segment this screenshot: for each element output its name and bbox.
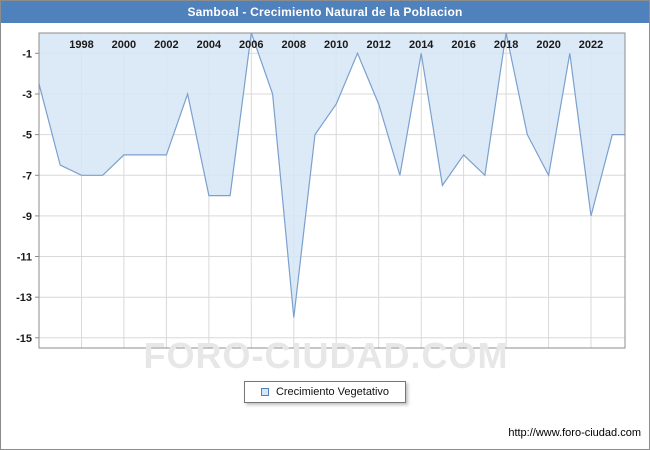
chart-area: -1 -3 -5 -7 -9 -11 -13 -15 1998 2000 2002 2004 2006 2… — [1, 23, 649, 379]
chart-title: Samboal - Crecimiento Natural de la Pobl… — [187, 5, 463, 19]
x-tick-label: 2020 — [536, 39, 560, 51]
legend: Crecimiento Vegetativo — [243, 381, 407, 403]
y-tick-label: -15 — [16, 333, 32, 345]
x-tick-label: 2000 — [112, 39, 136, 51]
chart-title-bar: Samboal - Crecimiento Natural de la Pobl… — [1, 1, 649, 23]
data-line — [38, 32, 625, 318]
footer-url: http://www.foro-ciudad.com — [508, 427, 641, 439]
x-tick-label: 2008 — [282, 39, 306, 51]
x-tick-label: 2022 — [579, 39, 603, 51]
x-tick-label: 2018 — [494, 39, 518, 51]
y-tick-label: -13 — [16, 292, 32, 304]
x-tick-label: 2016 — [451, 39, 475, 51]
x-tick-label: 1998 — [69, 39, 93, 51]
y-tick-label: -7 — [22, 170, 32, 182]
y-tick-label: -1 — [22, 48, 32, 60]
y-tick-label: -3 — [22, 89, 32, 101]
area-chart: -1 -3 -5 -7 -9 -11 -13 -15 1998 2000 2002 2004 2006 2… — [16, 32, 626, 349]
plot-border — [38, 32, 626, 349]
y-tick-label: -5 — [22, 130, 32, 142]
x-tick-label: 2012 — [366, 39, 390, 51]
legend-label: Crecimiento Vegetativo — [275, 386, 390, 398]
x-tick-label: 2014 — [409, 39, 434, 51]
x-tick-label: 2010 — [324, 39, 348, 51]
x-tick-label: 2002 — [154, 39, 178, 51]
x-tick-label: 2006 — [239, 39, 263, 51]
legend-row: Crecimiento Vegetativo — [1, 381, 649, 403]
area-fill — [39, 33, 625, 318]
y-tick-label: -11 — [17, 252, 32, 264]
legend-marker-icon — [260, 388, 269, 396]
x-tick-label: 2004 — [197, 39, 222, 51]
y-tick-label: -9 — [22, 211, 32, 223]
